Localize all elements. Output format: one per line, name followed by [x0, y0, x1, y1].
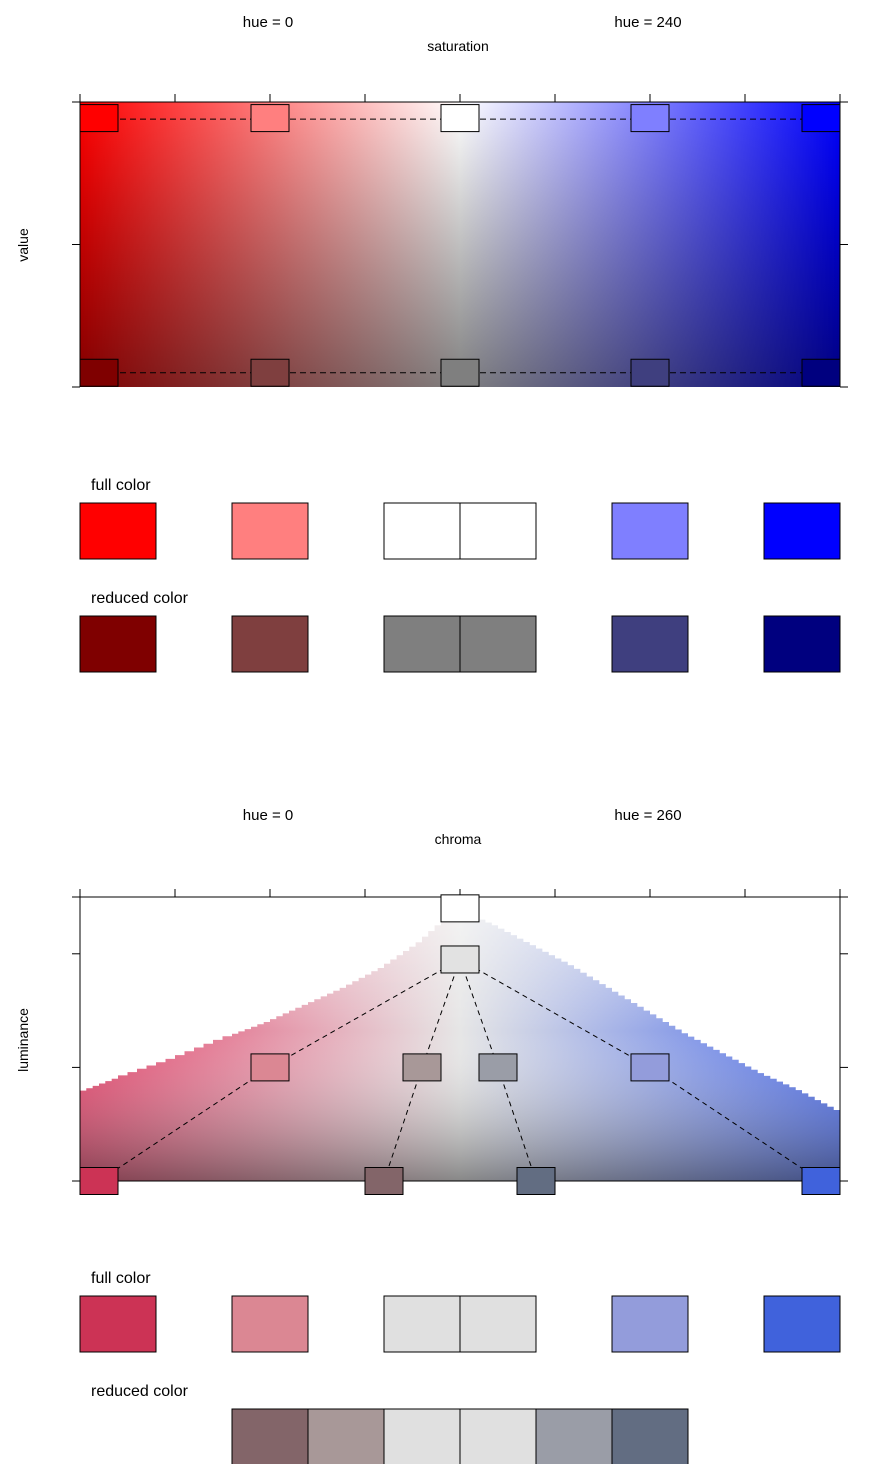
hue-left-label: hue = 0	[243, 807, 293, 824]
color-swatch	[763, 615, 841, 673]
color-node	[630, 104, 670, 133]
color-swatch	[383, 615, 461, 673]
color-path-link	[459, 959, 651, 1068]
color-swatch	[79, 615, 157, 673]
value-shading	[80, 102, 840, 387]
color-swatch	[231, 1295, 309, 1353]
color-path-link	[497, 1067, 537, 1182]
color-swatch	[611, 1408, 689, 1464]
y-axis-label: value	[15, 228, 31, 262]
color-swatch	[79, 1295, 157, 1353]
color-swatch	[307, 1408, 385, 1464]
color-node	[364, 1167, 404, 1195]
color-node	[440, 104, 480, 133]
color-swatch	[231, 615, 309, 673]
color-path-link	[459, 959, 499, 1068]
color-field	[80, 102, 840, 387]
hue-left-label: hue = 0	[243, 14, 293, 31]
x-axis-label: chroma	[435, 831, 482, 847]
color-swatch	[79, 502, 157, 560]
y-axis-label: luminance	[15, 1008, 31, 1072]
color-node	[79, 104, 119, 133]
color-path-link	[649, 1066, 822, 1182]
color-node	[630, 1053, 670, 1082]
color-node	[440, 945, 480, 974]
color-swatch	[611, 615, 689, 673]
color-swatch	[459, 615, 537, 673]
color-nodes	[79, 104, 841, 387]
hcl-panel: hue = 0 hue = 260 chroma luminance full …	[15, 807, 848, 1464]
x-axis-label: saturation	[427, 38, 488, 54]
color-nodes	[79, 894, 841, 1195]
color-swatch	[383, 1408, 461, 1464]
color-node	[440, 358, 480, 387]
reduced-color-swatches	[231, 1408, 689, 1464]
color-path-link	[383, 1067, 423, 1182]
luminance-shading	[80, 908, 840, 1181]
color-node	[79, 1167, 119, 1195]
hue-right-label: hue = 260	[614, 807, 681, 824]
color-swatch	[231, 502, 309, 560]
color-node	[478, 1053, 518, 1082]
color-swatch	[611, 502, 689, 560]
hue-right-label: hue = 240	[614, 14, 681, 31]
axes	[72, 94, 848, 388]
color-swatch	[459, 502, 537, 560]
hsv-panel: hue = 0 hue = 240 saturation value full …	[15, 14, 848, 673]
color-path-link	[98, 1066, 271, 1182]
color-swatch	[383, 1295, 461, 1353]
color-node	[630, 358, 670, 387]
reduced-color-swatches	[79, 615, 841, 673]
reduced-color-label: reduced color	[91, 1383, 189, 1400]
color-swatch	[459, 1295, 537, 1353]
color-swatch	[231, 1408, 309, 1464]
color-node	[79, 358, 119, 387]
color-path-link	[421, 959, 461, 1068]
color-node	[250, 1053, 290, 1082]
color-node	[801, 104, 841, 133]
gamut-field	[80, 908, 840, 1181]
color-node	[801, 1167, 841, 1195]
full-color-swatches	[79, 1295, 841, 1353]
color-node	[440, 894, 480, 923]
color-node	[801, 358, 841, 387]
full-color-label: full color	[91, 1270, 151, 1287]
reduced-color-label: reduced color	[91, 590, 189, 607]
color-path-link	[269, 959, 461, 1068]
color-node	[516, 1167, 556, 1195]
color-swatch	[763, 502, 841, 560]
color-swatch	[611, 1295, 689, 1353]
color-swatch	[383, 502, 461, 560]
color-node	[250, 358, 290, 387]
color-swatch	[459, 1408, 537, 1464]
color-node	[402, 1053, 442, 1082]
full-color-label: full color	[91, 477, 151, 494]
color-node	[250, 104, 290, 133]
full-color-swatches	[79, 502, 841, 560]
color-paths	[98, 959, 822, 1182]
color-swatch	[535, 1408, 613, 1464]
color-swatch	[763, 1295, 841, 1353]
